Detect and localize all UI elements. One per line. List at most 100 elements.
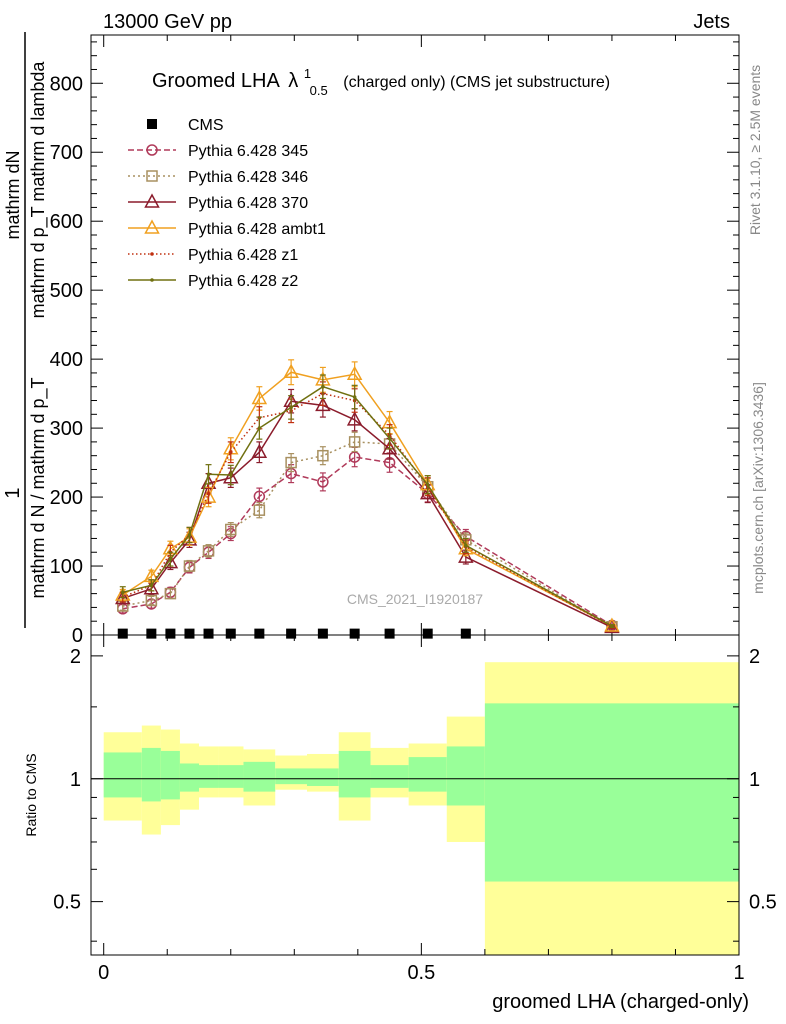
ratio-band-inner [141, 747, 161, 802]
series-marker [346, 411, 363, 426]
y-tick-label: 700 [50, 142, 83, 164]
title-symbol: λ [288, 70, 298, 92]
series-marker [183, 560, 196, 572]
legend-label: Pythia 6.428 370 [188, 195, 308, 212]
series-marker [150, 278, 154, 282]
cms-point [460, 628, 471, 639]
ylabel-numerator: mathrm dN [3, 150, 23, 239]
ratio-band-inner [160, 750, 180, 800]
ratio-band-inner [408, 757, 447, 792]
series-marker [143, 580, 160, 595]
rivet-label: Rivet 3.1.10, ≥ 2.5M events [747, 65, 763, 235]
ratio-band-inner [446, 746, 485, 806]
ratio-y-axis-label: Ratio to CMS [23, 753, 39, 836]
header-right: Jets [693, 11, 730, 33]
main-panel: 0 100 200 300 400 500 600 700 800 [50, 34, 740, 647]
x-ticks: 0 0.5 1 [98, 635, 745, 984]
series-marker [228, 473, 233, 477]
main-y-axis-label: 1 mathrm dN mathrm d p_T mathrm d lambda… [2, 32, 49, 628]
ratio-band-inner [338, 750, 371, 798]
series-marker [346, 365, 363, 381]
series-line [122, 441, 613, 628]
ratio-bands [103, 662, 739, 955]
series-marker [144, 193, 160, 208]
x-tick-label: 1 [733, 962, 744, 984]
series-marker [317, 449, 329, 462]
series-marker [146, 170, 158, 182]
ylabel-denominator: mathrm d p_T mathrm d lambda [28, 61, 49, 319]
ylabel-prefix-denominator: mathrm d N / mathrm d p_T [28, 377, 49, 598]
legend-label: Pythia 6.428 z1 [188, 247, 298, 264]
series-marker [251, 389, 268, 405]
legend-label: Pythia 6.428 ambt1 [188, 221, 326, 238]
x-axis-label: groomed LHA (charged-only) [492, 991, 749, 1013]
header-left: 13000 GeV pp [103, 11, 232, 33]
series-marker [187, 533, 192, 537]
cms-point [184, 628, 195, 639]
y-tick-label: 200 [50, 487, 83, 509]
title-main: Groomed LHA [152, 70, 280, 92]
mcplots-label: mcplots.cern.ch [arXiv:1306.3436] [750, 382, 766, 594]
y-tick-label: 100 [50, 556, 83, 578]
legend: CMS Pythia 6.428 345 Pythia 6.428 346 Pyth… [128, 117, 326, 290]
main-series [115, 359, 620, 634]
series-line [122, 385, 613, 627]
cms-point [384, 628, 395, 639]
ratio-band-inner [199, 765, 219, 788]
series-marker [206, 491, 211, 496]
ratio-band-inner [179, 763, 199, 792]
series-marker [285, 456, 297, 469]
legend-label: Pythia 6.428 z2 [188, 273, 298, 290]
ratio-band-inner [307, 768, 339, 786]
series-marker [168, 557, 173, 561]
series-marker [120, 590, 125, 595]
legend-label: Pythia 6.428 346 [188, 169, 308, 186]
series-marker [206, 472, 211, 477]
ratio-y-tick-label: 0.5 [53, 892, 81, 914]
series-marker [425, 482, 430, 487]
watermark: CMS_2021_I1920187 [347, 591, 483, 607]
series-marker [289, 405, 293, 410]
ratio-band-inner [103, 752, 142, 798]
ratio-band-inner [218, 765, 244, 788]
cms-point [349, 628, 360, 639]
ratio-frame [90, 634, 740, 956]
ratio-band-inner [243, 761, 276, 792]
y-tick-label: 0 [72, 625, 83, 647]
series-marker [283, 363, 299, 378]
series-marker [145, 594, 158, 607]
y-tick-label: 600 [50, 211, 83, 233]
ratio-y-tick-label: 2 [749, 646, 760, 668]
ratio-y-ticks: 0.5 0.5 1 1 2 2 [53, 646, 777, 942]
series-line [122, 400, 613, 629]
legend-cms-marker [147, 119, 157, 129]
series-marker [253, 504, 266, 516]
series-marker [348, 436, 361, 448]
y-tick-label: 500 [50, 280, 83, 302]
cms-point [317, 628, 328, 639]
y-tick-label: 400 [50, 349, 83, 371]
series-marker [321, 384, 325, 389]
main-y-ticks: 0 100 200 300 400 500 600 700 800 [50, 35, 740, 647]
title-sup: 1 [304, 66, 311, 81]
series-marker [144, 219, 160, 234]
cms-point [146, 628, 157, 639]
series-marker [225, 523, 237, 536]
y-tick-label: 300 [50, 418, 83, 440]
series-marker [387, 436, 392, 441]
series-marker [253, 490, 266, 503]
series-marker [150, 252, 154, 256]
series-marker [257, 426, 262, 430]
legend-cms-label: CMS [188, 117, 224, 134]
ratio-band-inner [275, 768, 307, 785]
cms-point [286, 628, 297, 639]
ratio-y-tick-label: 1 [749, 769, 760, 791]
ratio-y-tick-label: 0.5 [749, 892, 777, 914]
cms-point [117, 628, 128, 639]
ratio-band-inner [370, 765, 409, 788]
chart-title: Groomed LHA λ 1 0.5 (charged only) (CMS … [152, 61, 610, 100]
series-marker [146, 144, 158, 156]
ratio-y-tick-label: 2 [70, 646, 81, 668]
series-marker [251, 443, 268, 458]
